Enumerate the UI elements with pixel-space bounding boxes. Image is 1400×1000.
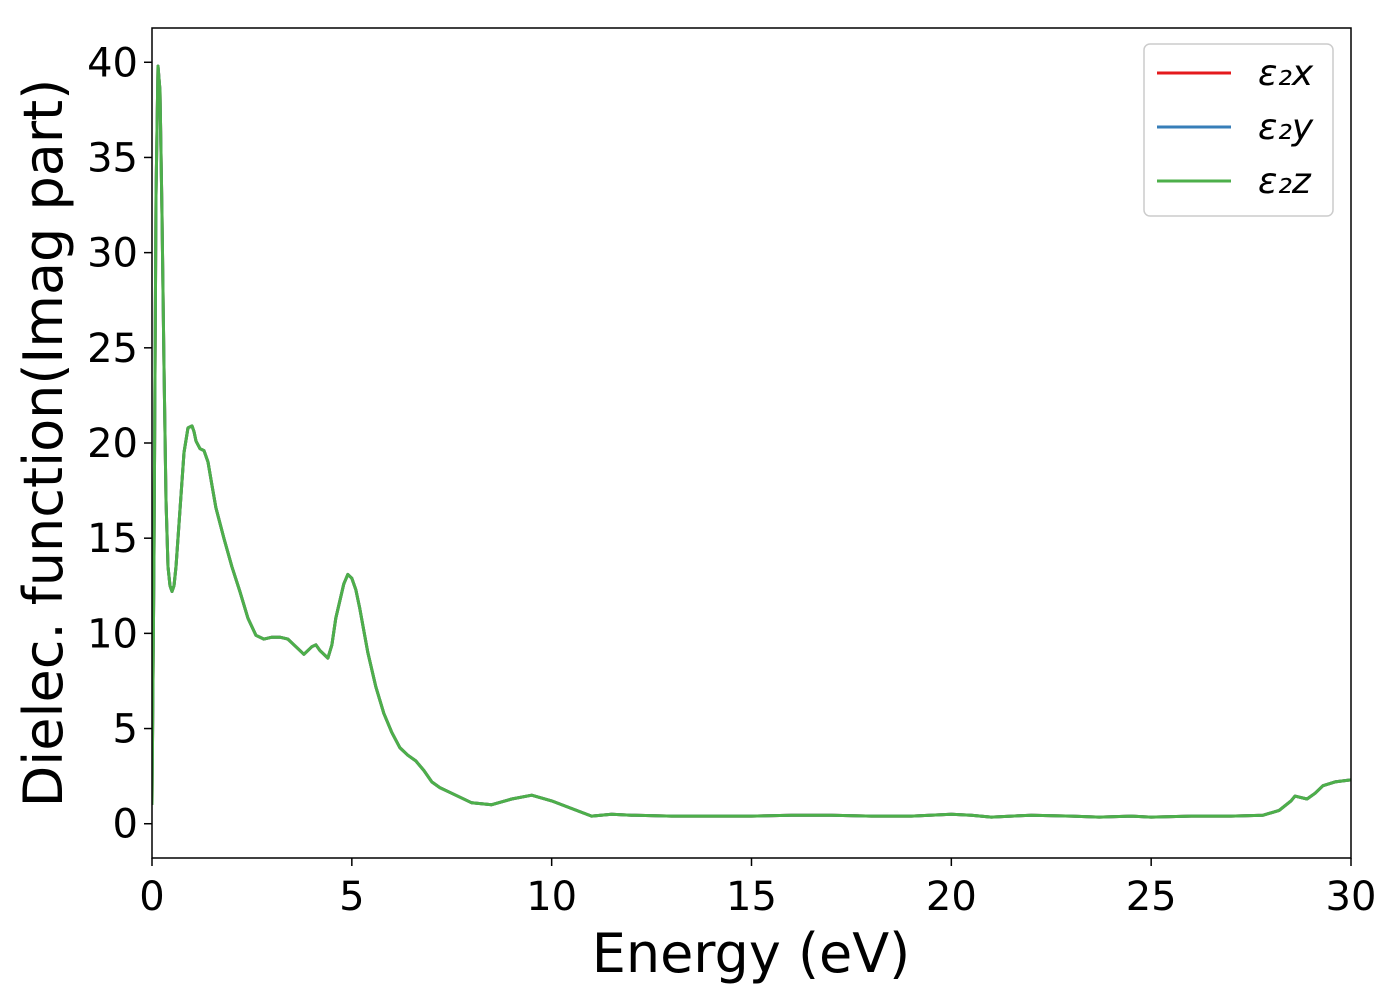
y-tick-label: 35 bbox=[87, 135, 138, 181]
x-tick-label: 0 bbox=[139, 874, 164, 920]
y-tick-label: 30 bbox=[87, 231, 138, 277]
legend: ε₂x ε₂y ε₂z bbox=[1143, 43, 1334, 217]
y-tick-label: 15 bbox=[87, 516, 138, 562]
x-tick-label: 10 bbox=[526, 874, 577, 920]
legend-label-0: ε₂x bbox=[1258, 53, 1314, 94]
y-tick-label: 40 bbox=[87, 40, 138, 86]
legend-label-1: ε₂y bbox=[1258, 107, 1314, 148]
legend-entries: ε₂x ε₂y ε₂z bbox=[1157, 53, 1314, 202]
y-tick-label: 5 bbox=[113, 707, 138, 753]
x-tick-label: 25 bbox=[1126, 874, 1177, 920]
legend-label-2: ε₂z bbox=[1258, 161, 1312, 202]
x-tick-label: 15 bbox=[726, 874, 777, 920]
x-axis-title: Energy (eV) bbox=[592, 922, 911, 985]
series-layer bbox=[152, 64, 1351, 819]
x-tick-label: 5 bbox=[339, 874, 364, 920]
y-axis-title: Dielec. function(Imag part) bbox=[12, 79, 75, 808]
y-tick-label: 10 bbox=[87, 611, 138, 657]
x-tick-label: 20 bbox=[926, 874, 977, 920]
y-tick-label: 0 bbox=[113, 802, 138, 848]
y-axis-ticks: 0 5 10 15 20 25 30 35 40 bbox=[87, 40, 152, 848]
series-line-2 bbox=[152, 64, 1351, 819]
y-tick-label: 20 bbox=[87, 421, 138, 467]
y-tick-label: 25 bbox=[87, 326, 138, 372]
x-axis-ticks: 0 5 10 15 20 25 30 bbox=[139, 858, 1376, 920]
legend-box bbox=[1143, 43, 1334, 217]
x-tick-label: 30 bbox=[1326, 874, 1377, 920]
